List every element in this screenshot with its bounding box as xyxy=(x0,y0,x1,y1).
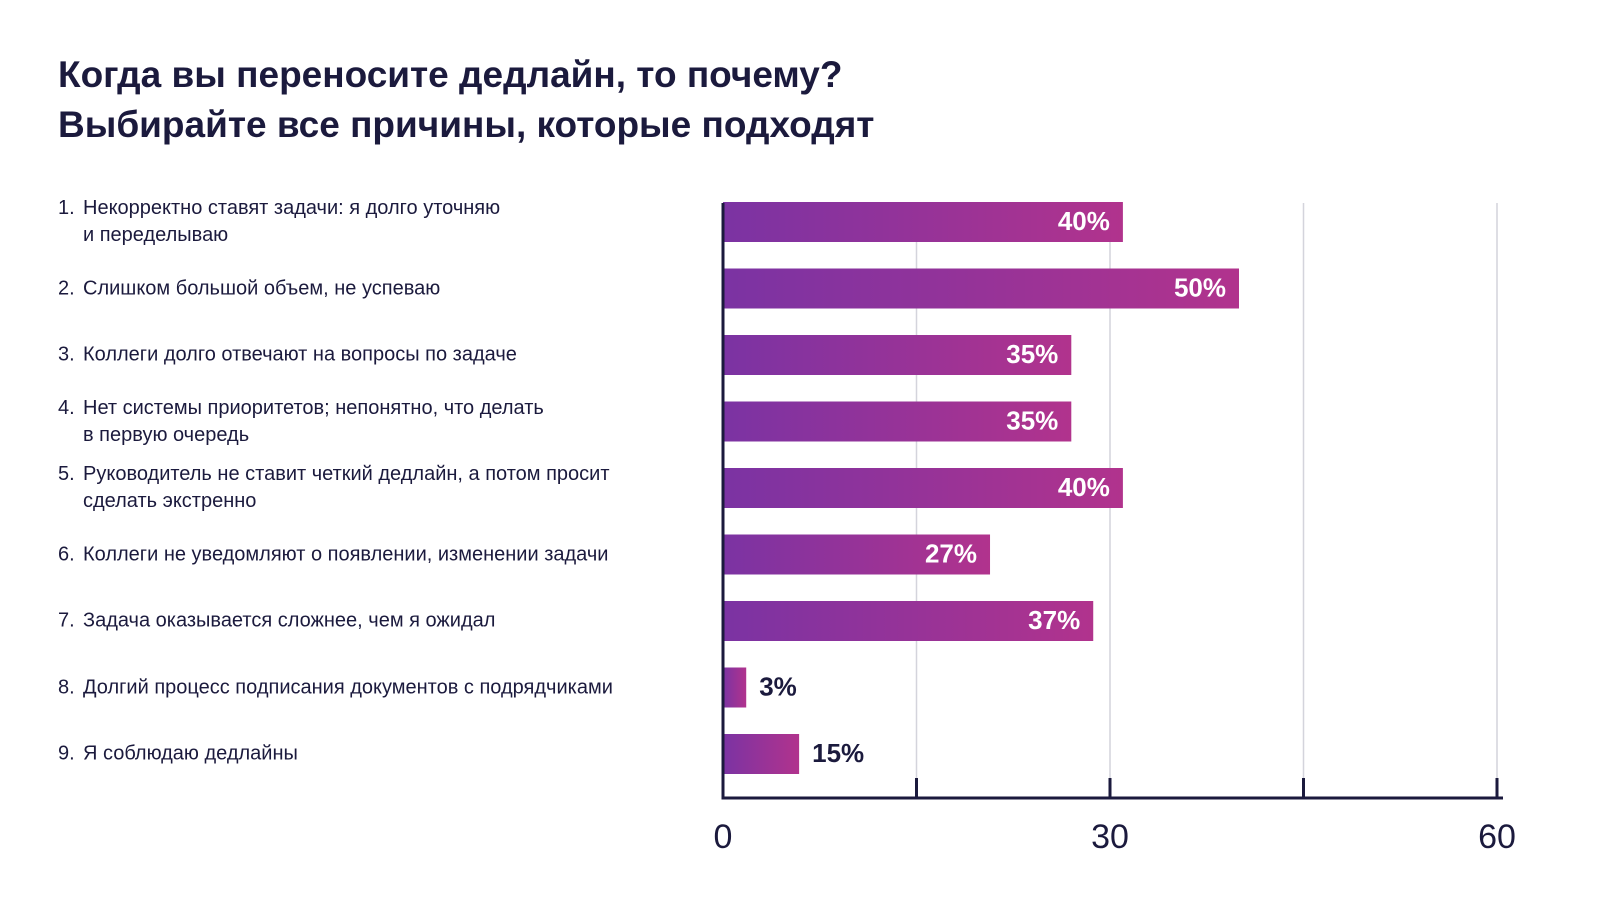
category-number: 3. xyxy=(58,343,75,366)
category-label: 5. Руководитель не ставит четкий дедлайн,… xyxy=(58,461,708,515)
chart-title-line-1: Когда вы переносите дедлайн, то почему? xyxy=(58,54,843,95)
category-number: 1. xyxy=(58,197,75,219)
data-label: 3% xyxy=(759,671,797,701)
category-number: 6. xyxy=(58,543,75,565)
category-text: Слишком большой объем, не успеваю xyxy=(83,277,441,299)
category-label: 2. Слишком большой объем, не успеваю xyxy=(58,275,708,302)
category-label: 3. Коллеги долго отвечают на вопросы по з… xyxy=(58,342,708,369)
bar xyxy=(723,335,1072,375)
bar xyxy=(723,468,1123,508)
bar xyxy=(723,667,747,708)
x-tick-label: 0 xyxy=(714,818,733,856)
category-text: Долгий процесс подписания документов с п… xyxy=(83,676,613,698)
category-label: 7. Задача оказывается сложнее, чем я ожид… xyxy=(58,608,708,635)
x-tick-label: 30 xyxy=(1091,818,1129,856)
category-number: 8. xyxy=(58,676,75,698)
category-number: 4. xyxy=(58,396,75,419)
category-number: 9. xyxy=(58,742,75,765)
category-text: Руководитель не ставит четкий дедлайн, а… xyxy=(83,463,610,512)
bar xyxy=(723,601,1094,641)
category-text: Нет системы приоритетов; непонятно, что … xyxy=(83,396,544,446)
category-number: 2. xyxy=(58,277,75,299)
data-label: 35% xyxy=(1006,405,1058,435)
category-number: 7. xyxy=(58,609,75,632)
category-text: Некорректно ставят задачи: я долго уточн… xyxy=(83,197,501,246)
category-label: 4. Нет системы приоритетов; непонятно, чт… xyxy=(58,395,708,449)
data-label: 35% xyxy=(1006,339,1058,369)
chart-title-line-2: Выбирайте все причины, которые подходят xyxy=(58,104,875,145)
data-label: 50% xyxy=(1174,272,1226,302)
x-tick-label: 60 xyxy=(1478,818,1516,856)
category-number: 5. xyxy=(58,463,75,485)
category-labels: 1. Некорректно ставят задачи: я долго уто… xyxy=(58,0,708,900)
data-label: 27% xyxy=(925,538,977,568)
bar xyxy=(723,734,800,774)
category-text: Коллеги долго отвечают на вопросы по зад… xyxy=(83,343,517,366)
category-text: Задача оказывается сложнее, чем я ожидал xyxy=(83,609,496,632)
bar xyxy=(723,534,991,575)
data-label: 37% xyxy=(1028,605,1080,635)
data-label: 40% xyxy=(1058,472,1110,502)
category-label: 8. Долгий процесс подписания документов с… xyxy=(58,674,708,701)
chart-title: Когда вы переносите дедлайн, то почему? … xyxy=(58,50,874,150)
bar xyxy=(723,202,1123,242)
bar xyxy=(723,268,1239,309)
category-label: 6. Коллеги не уведомляют о появлении, изм… xyxy=(58,541,708,568)
category-text: Коллеги не уведомляют о появлении, измен… xyxy=(83,543,609,565)
category-label: 1. Некорректно ставят задачи: я долго уто… xyxy=(58,195,708,249)
data-label: 40% xyxy=(1058,206,1110,236)
category-text: Я соблюдаю дедлайны xyxy=(83,742,298,765)
data-label: 15% xyxy=(812,738,864,768)
category-label: 9. Я соблюдаю дедлайны xyxy=(58,741,708,768)
bar xyxy=(723,401,1072,442)
